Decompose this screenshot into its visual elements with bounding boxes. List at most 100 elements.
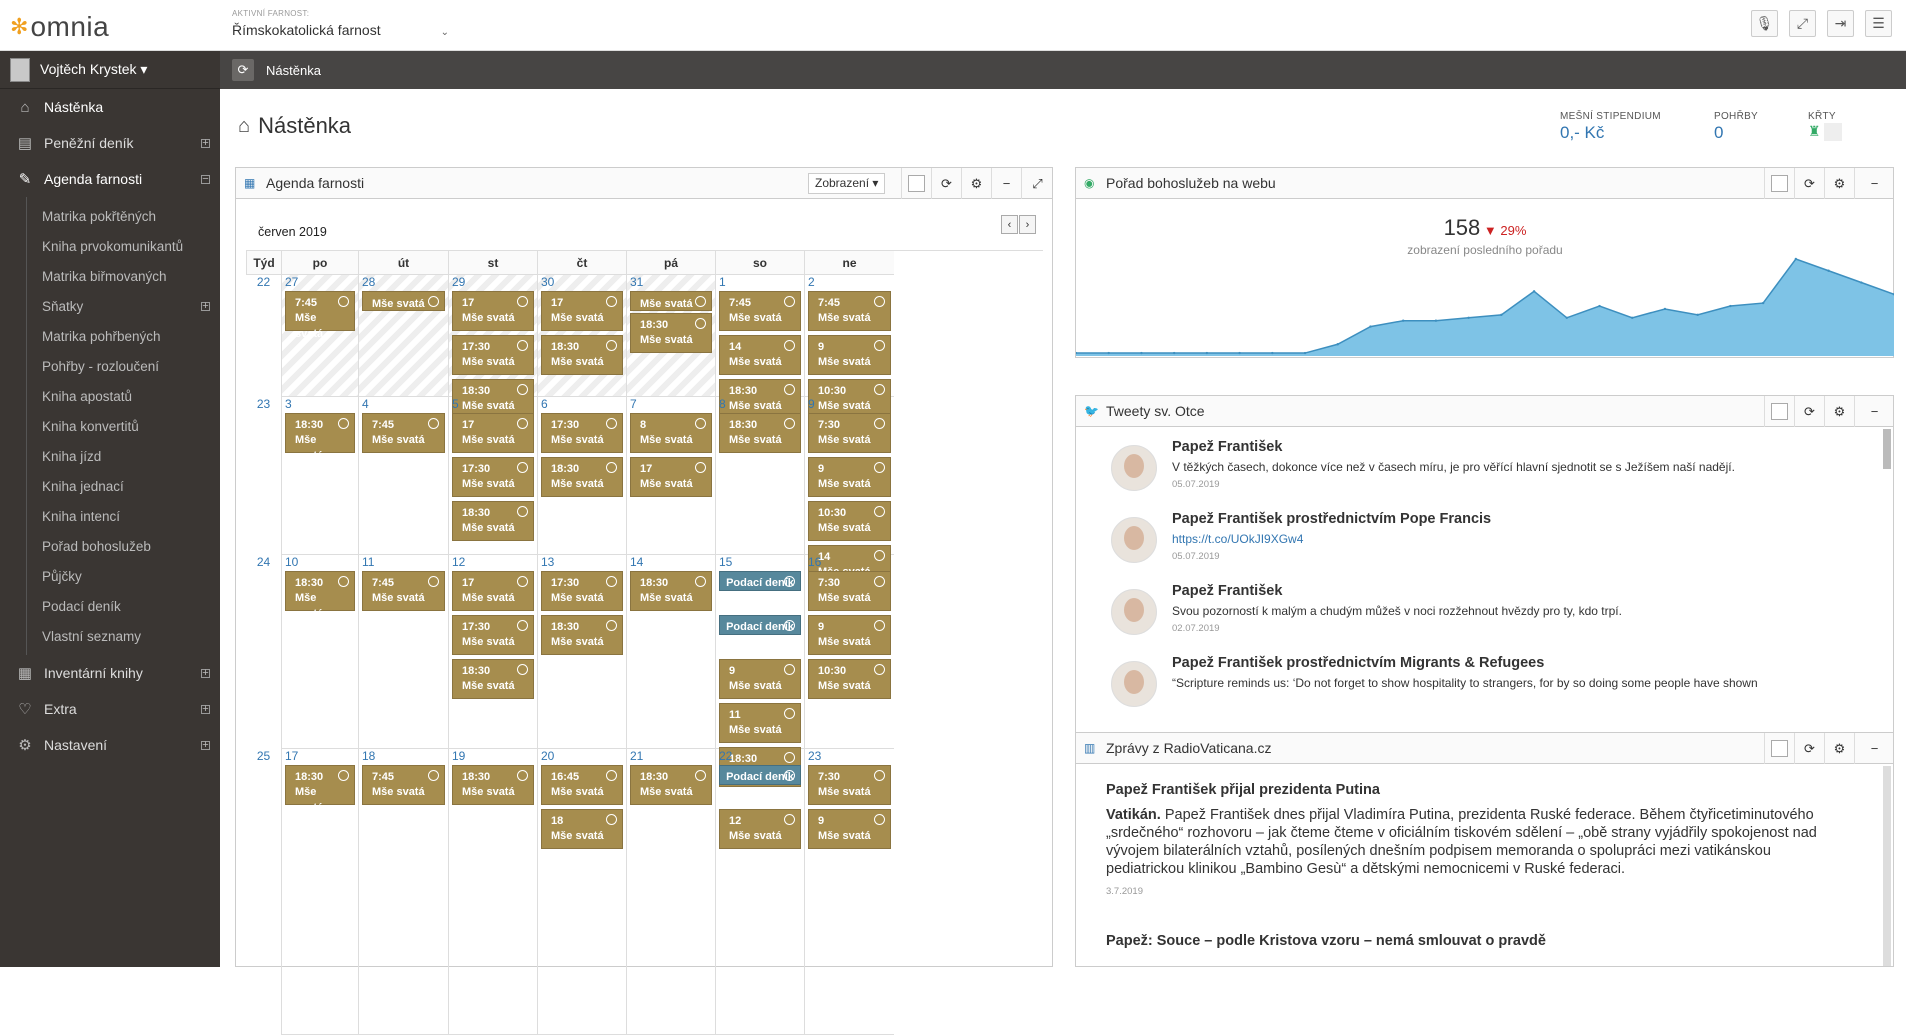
news-scrollbar[interactable] xyxy=(1883,766,1891,966)
mass-event[interactable]: 18:30 Mše svatá xyxy=(541,615,623,655)
settings-button[interactable]: ⚙ xyxy=(1824,168,1854,199)
day-number[interactable]: 7 xyxy=(630,397,637,411)
day-number[interactable]: 19 xyxy=(452,749,466,763)
mass-event[interactable]: 9 Mše svatá xyxy=(808,335,891,375)
day-number[interactable]: 17 xyxy=(285,749,299,763)
day-cell[interactable]: 13 17:30 Mše svatá 18:30 Mše svatá xyxy=(537,555,626,749)
mass-event[interactable]: 16:45 Mše svatá xyxy=(541,765,623,805)
next-month-button[interactable]: › xyxy=(1019,215,1036,234)
mass-event[interactable]: 18:30 Mše svatá xyxy=(719,379,801,419)
mass-event[interactable]: 18:30 Mše svatá xyxy=(630,765,712,805)
display-dropdown[interactable]: Zobrazení ▾ xyxy=(808,173,886,194)
day-cell[interactable]: 10 18:30 Mše svatá xyxy=(281,555,358,749)
mass-event[interactable]: 7:45 Mše svatá xyxy=(719,291,801,331)
refresh-widget-button[interactable]: ⟳ xyxy=(1794,396,1824,427)
day-number[interactable]: 3 xyxy=(285,397,292,411)
day-number[interactable]: 11 xyxy=(362,555,375,569)
day-cell[interactable]: 11 7:45 Mše svatá xyxy=(358,555,448,749)
filing-event[interactable]: Podací deník xyxy=(719,765,801,785)
menu-button[interactable]: ☰ xyxy=(1865,10,1892,37)
day-cell[interactable]: 27 7:45 Mše svatá xyxy=(281,275,358,397)
mass-event[interactable]: 18:30 Mše svatá xyxy=(541,335,623,375)
mass-event[interactable]: 7:45 Mše svatá xyxy=(285,291,355,340)
day-number[interactable]: 28 xyxy=(362,275,376,289)
mass-event[interactable]: 17:30 Mše svatá xyxy=(541,413,623,453)
day-cell[interactable]: 3 18:30 Mše svatá xyxy=(281,397,358,555)
day-cell[interactable]: 28 Mše svatá xyxy=(358,275,448,397)
day-cell[interactable]: 14 18:30 Mše svatá xyxy=(626,555,715,749)
tweet-author[interactable]: Papež František prostřednictvím Migrants… xyxy=(1172,655,1545,671)
mass-event[interactable]: Mše svatá xyxy=(362,291,445,311)
mass-event[interactable]: 18:30 Mše svatá xyxy=(452,765,534,805)
day-cell[interactable]: 31 Mše svatá 18:30 Mše svatá xyxy=(626,275,715,397)
day-number[interactable]: 31 xyxy=(630,275,644,289)
mass-event[interactable]: 9 Mše svatá xyxy=(808,809,891,849)
toggle-button[interactable] xyxy=(1764,168,1794,199)
submenu-item[interactable]: Kniha apostatů xyxy=(27,381,220,411)
day-cell[interactable]: 16 7:30 Mše svatá 9 Mše svatá 10:30 Mše svatá xyxy=(804,555,894,749)
mass-event[interactable]: 9 Mše svatá xyxy=(808,615,891,655)
day-number[interactable]: 27 xyxy=(285,275,299,289)
sidebar-item-agenda[interactable]: ✎ Agenda farnosti − xyxy=(0,161,220,197)
day-cell[interactable]: 6 17:30 Mše svatá 18:30 Mše svatá xyxy=(537,397,626,555)
mass-event[interactable]: 18:30 Mše svatá xyxy=(630,571,712,611)
toggle-button[interactable] xyxy=(1764,396,1794,427)
day-number[interactable]: 12 xyxy=(452,555,466,569)
submenu-item[interactable]: Pořad bohoslužeb xyxy=(27,531,220,561)
mass-event[interactable]: 17 Mše svatá xyxy=(452,413,534,453)
mass-event[interactable]: 7:45 Mše svatá xyxy=(362,413,445,453)
day-number[interactable]: 22 xyxy=(719,749,733,763)
day-number[interactable]: 4 xyxy=(362,397,369,411)
submenu-item[interactable]: Půjčky xyxy=(27,561,220,591)
expand-plus-icon[interactable]: + xyxy=(201,738,210,751)
toggle-button[interactable] xyxy=(1764,733,1794,764)
mass-event[interactable]: 18:30 Mše svatá xyxy=(452,659,534,699)
mass-event[interactable]: 7:45 Mše svatá xyxy=(808,291,891,331)
minimize-button[interactable]: − xyxy=(1854,396,1893,427)
day-cell[interactable]: 4 7:45 Mše svatá xyxy=(358,397,448,555)
filing-event[interactable]: Podací deník xyxy=(719,571,801,591)
logout-button[interactable]: ⇥ xyxy=(1827,10,1854,37)
expand-plus-icon[interactable]: + xyxy=(201,702,210,715)
mass-event[interactable]: 17 Mše svatá xyxy=(630,457,712,497)
day-number[interactable]: 20 xyxy=(541,749,555,763)
submenu-item[interactable]: Vlastní seznamy xyxy=(27,621,220,651)
mass-event[interactable]: 18:30 Mše svatá xyxy=(541,457,623,497)
submenu-item[interactable]: Kniha konvertitů xyxy=(27,411,220,441)
day-cell[interactable]: 18 7:45 Mše svatá xyxy=(358,749,448,1035)
mass-event[interactable]: 18:30 Mše svatá xyxy=(630,313,712,353)
mass-event[interactable]: 7:30 Mše svatá xyxy=(808,765,891,805)
mass-event[interactable]: 11 Mše svatá xyxy=(719,703,801,743)
tweet-author[interactable]: Papež František prostřednictvím Pope Fra… xyxy=(1172,511,1492,527)
day-number[interactable]: 5 xyxy=(452,397,459,411)
sidebar-item-settings[interactable]: ⚙ Nastavení + xyxy=(0,727,220,763)
active-parish-selector[interactable]: AKTIVNÍ FARNOST: Římskokatolická farnost… xyxy=(232,9,449,38)
news-headline[interactable]: Papež: Souce – podle Kristova vzoru – ne… xyxy=(1106,933,1546,949)
mass-event[interactable]: 18:30 Mše svatá xyxy=(285,571,355,620)
submenu-item[interactable]: Sňatky + xyxy=(27,291,220,321)
refresh-widget-button[interactable]: ⟳ xyxy=(1794,733,1824,764)
day-cell[interactable]: 2 7:45 Mše svatá 9 Mše svatá 10:30 Mše svatá xyxy=(804,275,894,419)
tweet-link[interactable]: https://t.co/UOkJI9XGw4 xyxy=(1172,532,1304,546)
submenu-item[interactable]: Matrika pohřbených xyxy=(27,321,220,351)
mass-event[interactable]: 17 Mše svatá xyxy=(541,291,623,331)
day-number[interactable]: 9 xyxy=(808,397,815,411)
day-cell[interactable]: 1 7:45 Mše svatá 14 Mše svatá 18:30 Mše svatá xyxy=(715,275,804,419)
mass-event[interactable]: 10:30 Mše svatá xyxy=(808,501,891,541)
mass-event[interactable]: 9 Mše svatá xyxy=(719,659,801,699)
tweet-author[interactable]: Papež František xyxy=(1172,439,1283,455)
minimize-button[interactable]: − xyxy=(1854,733,1893,764)
refresh-widget-button[interactable]: ⟳ xyxy=(931,168,961,199)
day-number[interactable]: 18 xyxy=(362,749,376,763)
minimize-button[interactable]: − xyxy=(1854,168,1894,199)
mass-event[interactable]: 10:30 Mše svatá xyxy=(808,379,891,419)
expand-plus-icon[interactable]: + xyxy=(201,666,210,679)
day-cell[interactable]: 29 17 Mše svatá 17:30 Mše svatá 18:30 Mše svat… xyxy=(448,275,537,419)
day-cell[interactable]: 8 18:30 Mše svatá xyxy=(715,397,804,555)
expand-plus-icon[interactable]: + xyxy=(201,136,210,149)
mass-event[interactable]: 17:30 Mše svatá xyxy=(452,615,534,655)
day-cell[interactable]: 23 7:30 Mše svatá 9 Mše svatá xyxy=(804,749,894,1035)
day-number[interactable]: 30 xyxy=(541,275,555,289)
day-cell[interactable]: 30 17 Mše svatá 18:30 Mše svatá xyxy=(537,275,626,397)
fullscreen-button[interactable]: ⤢ xyxy=(1789,10,1816,37)
